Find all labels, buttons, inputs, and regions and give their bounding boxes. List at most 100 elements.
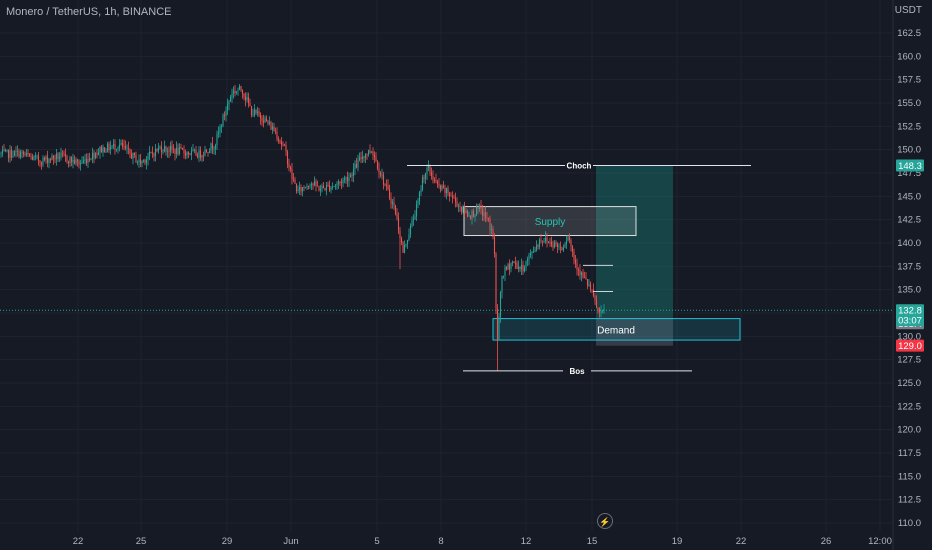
candle-body [118,144,121,148]
candle-body [342,179,344,184]
candle-body [112,144,115,147]
candle-body [222,115,224,127]
candle-body [451,196,454,198]
candle-body [370,151,373,153]
candle-body [231,93,233,98]
candle-body [358,157,361,161]
y-tick-label: 120.0 [897,425,921,436]
candle-body [453,197,455,199]
candle-body [357,160,359,168]
candle-body [571,246,574,252]
candle-body [415,204,418,217]
candle-body [291,169,293,180]
candle-body [240,85,242,91]
candle-body [151,152,154,154]
candle-body [351,175,353,177]
candle-body [163,146,166,152]
candle-body [346,177,349,182]
level-label-bg [563,365,591,376]
candle-body [244,96,247,100]
candle-body [429,165,431,173]
candle-body [372,151,374,156]
candle-body [63,153,65,155]
candle-body [256,111,259,113]
candle-body [489,219,491,230]
candle-body [448,193,451,196]
candle-body [544,237,547,242]
candle-body [492,229,494,238]
candle-body [553,242,556,248]
candle-body [270,122,272,130]
candle-body [520,264,523,270]
candle-body [441,185,443,190]
candle-body [574,259,577,264]
candle-body [252,114,254,116]
candle-body [430,172,433,177]
candle-body [586,279,589,286]
candle-body [597,307,599,309]
candle-body [298,186,301,190]
candle-body [216,133,218,146]
candle-body [297,189,299,192]
candle-body [321,185,323,190]
candle-body [468,215,470,217]
candle-body [400,238,403,243]
candle-body [69,157,71,164]
y-tick-label: 125.0 [897,378,921,389]
candle-body [366,154,368,156]
candle-body [87,158,89,163]
candle-body [42,157,44,165]
y-tick-label: 157.5 [897,75,921,86]
candle-body [96,153,98,155]
candle-body [186,152,188,156]
candle-body [484,212,487,218]
candle-body [318,186,320,191]
candle-body [115,149,118,151]
candle-body [180,147,182,149]
candle-body [457,205,460,207]
candle-body [114,144,116,150]
candle-body [501,275,503,293]
candle-body [97,152,100,155]
candle-body [192,150,194,151]
candle-body [306,186,308,188]
candle-body [289,167,292,170]
candle-body [585,277,587,280]
candle-body [367,150,370,155]
candle-body [331,186,334,188]
candle-body [376,160,379,169]
candle-body [442,185,445,188]
candle-body [349,175,352,178]
bos-level: Bos [463,365,692,376]
candle-body [588,284,590,286]
candle-body [462,206,464,212]
candle-body [90,159,92,161]
y-tick-label: 152.5 [897,121,921,132]
candle-body [120,142,122,145]
candle-body [475,207,478,216]
candle-body [243,93,245,97]
candle-body [100,146,103,153]
candle-body [226,104,229,111]
bolt-icon[interactable]: ⚡ [597,513,613,529]
candle-body [426,167,428,174]
candle-body [304,187,307,189]
candle-body [396,214,398,219]
candle-body [285,145,287,152]
candle-body [505,267,508,270]
demand-zone-label: Demand [597,325,635,336]
candle-body [4,149,7,152]
candle-body [237,90,239,92]
candle-body [54,158,56,160]
candle-body [580,272,583,275]
candle-body [9,150,11,158]
candle-body [537,245,539,247]
candle-body [345,177,347,179]
candle-body [196,155,199,158]
candle-body [52,155,55,159]
candle-body [364,154,367,158]
candle-body [178,147,181,155]
candle-body [283,144,286,146]
